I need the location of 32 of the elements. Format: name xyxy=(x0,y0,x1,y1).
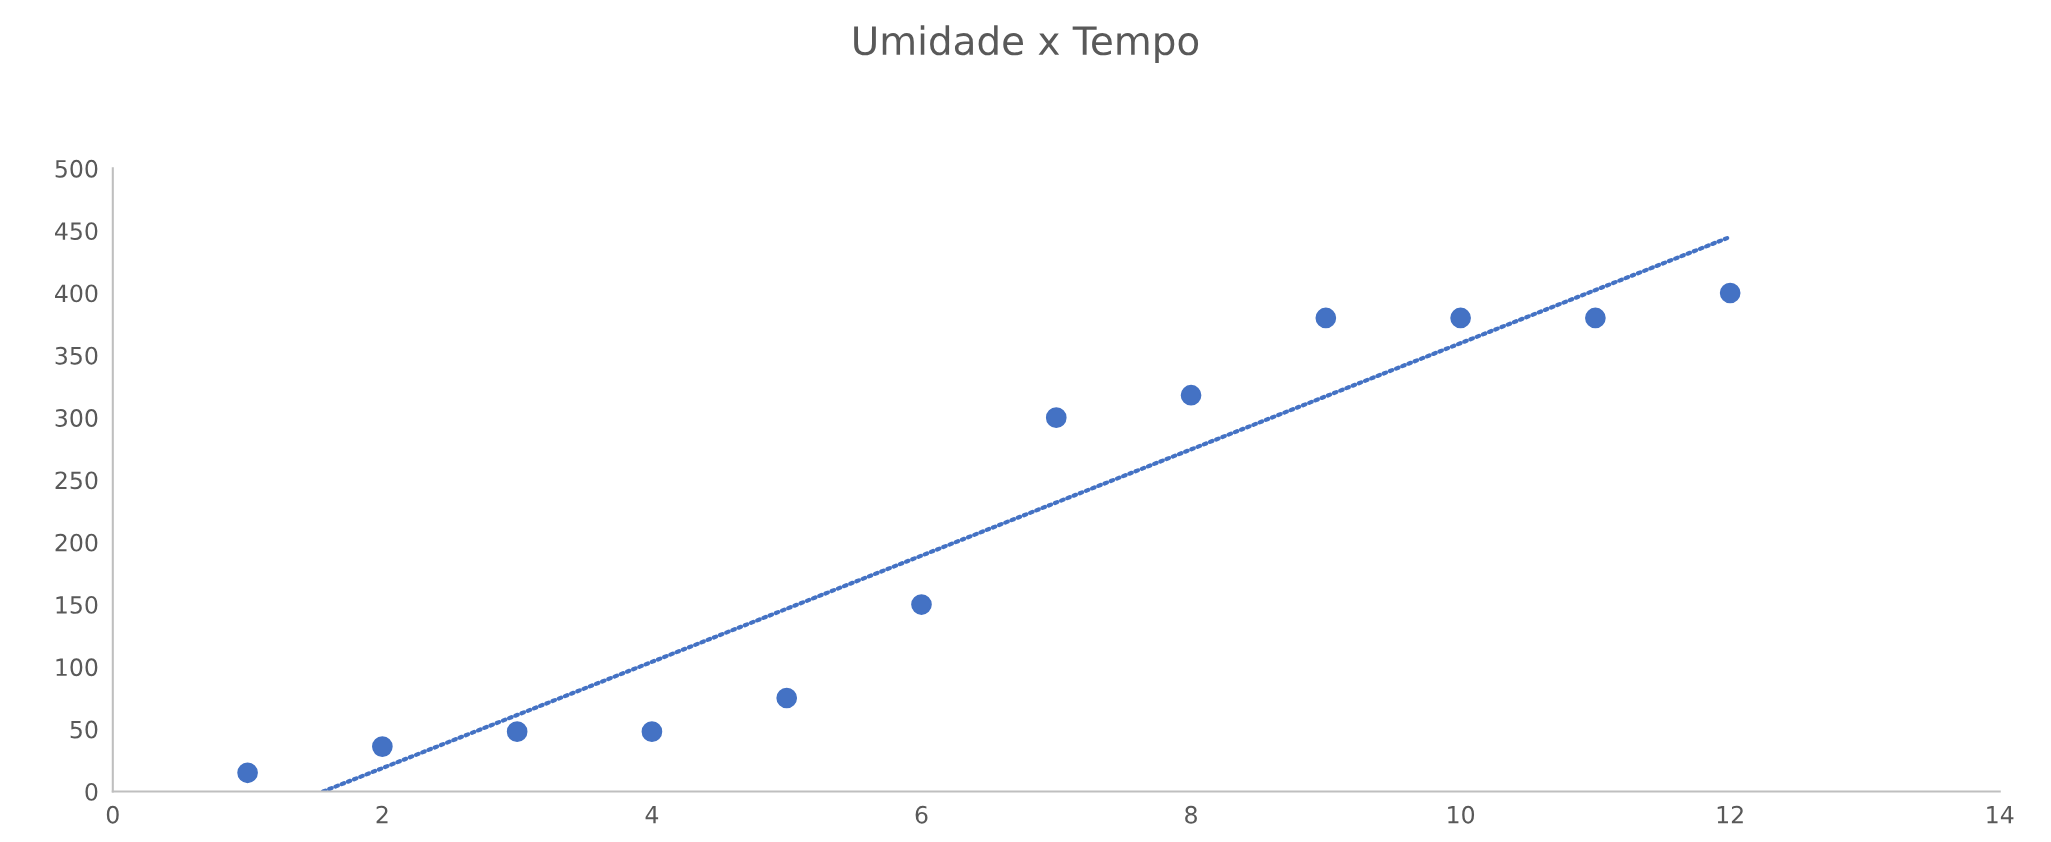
y-tick-label: 450 xyxy=(55,222,98,241)
y-tick-label: 350 xyxy=(55,346,98,365)
point xyxy=(911,594,932,615)
x-tick-label: 12 xyxy=(1717,805,1743,824)
point xyxy=(1315,307,1337,329)
point xyxy=(776,687,798,709)
chart-title: Umidade x Tempo xyxy=(854,25,1199,63)
y-tick-label: 500 xyxy=(55,159,98,178)
x-tick-label: 2 xyxy=(376,805,388,824)
y-tick-label: 100 xyxy=(56,658,98,677)
point xyxy=(372,736,393,757)
x-tick-label: 4 xyxy=(645,806,659,824)
point xyxy=(1450,307,1471,329)
point xyxy=(641,721,663,743)
x-tick-label: 0 xyxy=(106,805,119,824)
point xyxy=(237,762,258,784)
point xyxy=(506,721,528,743)
y-tick-label: 0 xyxy=(85,782,98,801)
y-tick-label: 250 xyxy=(55,471,98,490)
x-tick-label: 14 xyxy=(1987,806,2014,824)
point xyxy=(1719,282,1741,304)
x-tick-label: 8 xyxy=(1185,805,1197,824)
x-tick-label: 10 xyxy=(1448,805,1475,824)
point xyxy=(1045,407,1067,428)
point xyxy=(1180,384,1202,406)
y-tick-label: 400 xyxy=(55,284,98,303)
point xyxy=(1585,307,1606,329)
y-tick-label: 300 xyxy=(55,409,98,427)
y-tick-label: 150 xyxy=(56,596,98,614)
y-tick-label: 200 xyxy=(55,533,98,552)
y-tick-label: 50 xyxy=(70,720,98,739)
x-tick-label: 6 xyxy=(915,805,928,824)
